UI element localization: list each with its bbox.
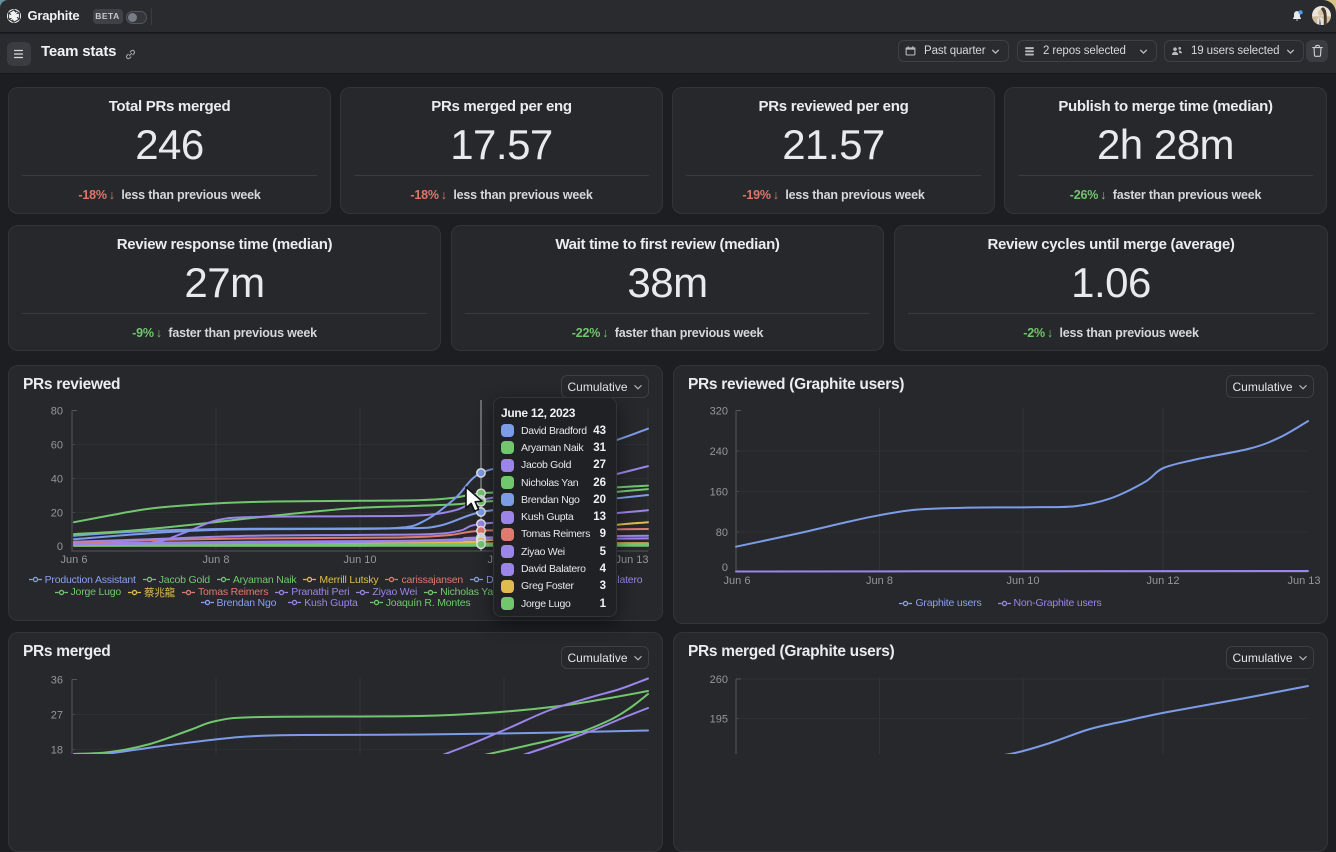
svg-text:Jun 8: Jun 8 xyxy=(866,575,893,587)
svg-text:Jun 6: Jun 6 xyxy=(61,554,88,566)
svg-text:Jun 10: Jun 10 xyxy=(1006,575,1039,587)
svg-text:0: 0 xyxy=(57,541,63,553)
svg-text:40: 40 xyxy=(51,474,63,486)
svg-text:Jun 12: Jun 12 xyxy=(1146,575,1179,587)
svg-text:160: 160 xyxy=(710,487,728,499)
svg-text:80: 80 xyxy=(716,527,728,539)
svg-text:20: 20 xyxy=(51,508,63,520)
svg-text:36: 36 xyxy=(51,675,63,687)
svg-text:Jun 13: Jun 13 xyxy=(1287,575,1320,587)
svg-text:18: 18 xyxy=(51,745,63,755)
svg-text:Jun 10: Jun 10 xyxy=(343,554,376,566)
svg-text:195: 195 xyxy=(710,714,728,726)
svg-text:60: 60 xyxy=(51,440,63,452)
svg-text:Jun 6: Jun 6 xyxy=(724,575,751,587)
svg-text:Jun 8: Jun 8 xyxy=(203,554,230,566)
svg-text:320: 320 xyxy=(710,406,728,418)
svg-text:27: 27 xyxy=(51,710,63,722)
svg-text:Jun 13: Jun 13 xyxy=(615,554,648,566)
svg-text:240: 240 xyxy=(710,446,728,458)
svg-text:0: 0 xyxy=(722,562,728,574)
svg-text:260: 260 xyxy=(710,674,728,686)
svg-text:80: 80 xyxy=(51,406,63,418)
